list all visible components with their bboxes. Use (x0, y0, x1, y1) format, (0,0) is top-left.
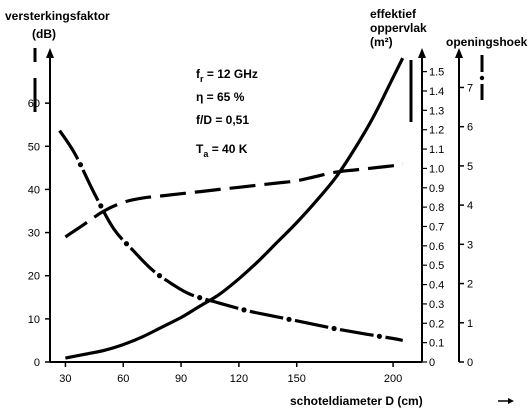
series-dot-angle (77, 162, 84, 168)
angle-tick-label: 4 (467, 200, 473, 212)
area-tick-label: 0.9 (429, 183, 444, 195)
area-axis-title: effektief (370, 7, 417, 21)
param-frequency: fr = 12 GHz (196, 67, 258, 84)
gain-axis-arrow (46, 48, 54, 58)
angle-tick-label: 2 (467, 279, 473, 291)
angle-axis-arrow (455, 48, 463, 58)
area-tick-label: 1.1 (429, 144, 444, 156)
gain-tick-label: 0 (34, 357, 40, 369)
ticks-layer: 30 60 90 120 150 200010203040506000.10.20.30.… (28, 67, 473, 385)
area-axis-arrow (418, 48, 426, 58)
area-tick-label: 1.4 (429, 86, 444, 98)
area-tick-label: 0.1 (429, 338, 444, 350)
gain-tick-label: 30 (28, 228, 40, 240)
series-layer (58, 57, 405, 360)
series-dot-angle (241, 307, 247, 313)
area-tick-label: 0 (429, 357, 435, 369)
series-dot-angle (98, 203, 104, 209)
area-tick-label: 0.6 (429, 241, 444, 253)
area-tick-label: 0.3 (429, 299, 444, 311)
angle-tick-label: 7 (467, 82, 473, 94)
area-axis-title-2: oppervlak (370, 21, 427, 35)
area-tick-label: 0.4 (429, 280, 444, 292)
x-tick-label: 90 (175, 373, 187, 385)
area-tick-label: 0.8 (429, 202, 444, 214)
param-focal-ratio: f/D = 0,51 (196, 113, 249, 127)
series-line-area (65, 57, 405, 360)
x-axis-title-arrowhead (508, 398, 514, 404)
series-line-gain (64, 161, 404, 239)
x-tick-label: 200 (384, 373, 402, 385)
gain-tick-label: 20 (28, 271, 40, 283)
series-dot-angle (376, 333, 382, 339)
area-tick-label: 0.5 (429, 260, 444, 272)
param-temperature: Ta = 40 K (196, 142, 248, 159)
angle-tick-label: 5 (467, 161, 473, 173)
area-axis-title-unit: (m²) (370, 35, 393, 49)
angle-tick-label: 6 (467, 122, 473, 134)
gain-axis-title: versterkingsfaktor (5, 9, 110, 23)
x-axis-title: schoteldiameter D (cm) (290, 394, 423, 408)
gain-tick-label: 60 (28, 98, 40, 110)
gain-axis-title-unit: (dB) (32, 27, 56, 41)
x-tick-label: 150 (288, 373, 306, 385)
gain-tick-label: 40 (28, 184, 40, 196)
param-efficiency: η = 65 % (196, 90, 245, 104)
angle-tick-label: 1 (467, 318, 473, 330)
angle-tick-label: 3 (467, 239, 473, 251)
area-tick-label: 0.7 (429, 221, 444, 233)
x-tick-label: 120 (230, 373, 248, 385)
gain-tick-label: 50 (28, 141, 40, 153)
area-tick-label: 1.3 (429, 105, 444, 117)
angle-axis-title: openingshoek (446, 35, 528, 49)
area-tick-label: 1.0 (429, 163, 444, 175)
series-dot-angle (331, 325, 337, 332)
parameters-block: fr = 12 GHz η = 65 % f/D = 0,51 Ta = 40 … (196, 67, 258, 159)
area-tick-label: 0.2 (429, 318, 444, 330)
x-tick-label: 60 (117, 373, 129, 385)
angle-tick-label: 0 (467, 357, 473, 369)
axes-layer: versterkingsfaktor (dB) effektief opperv… (5, 7, 528, 408)
series-dot-angle (286, 316, 292, 322)
x-tick-label: 30 (59, 373, 71, 385)
series-dot-angle (123, 241, 130, 247)
series-line-angle (58, 129, 404, 342)
area-tick-label: 1.5 (429, 67, 444, 79)
gain-tick-label: 10 (28, 314, 40, 326)
angle-legend-marker (479, 75, 485, 81)
series-dot-angle (156, 273, 163, 279)
series-dot-angle (197, 295, 203, 301)
area-tick-label: 1.2 (429, 125, 444, 137)
